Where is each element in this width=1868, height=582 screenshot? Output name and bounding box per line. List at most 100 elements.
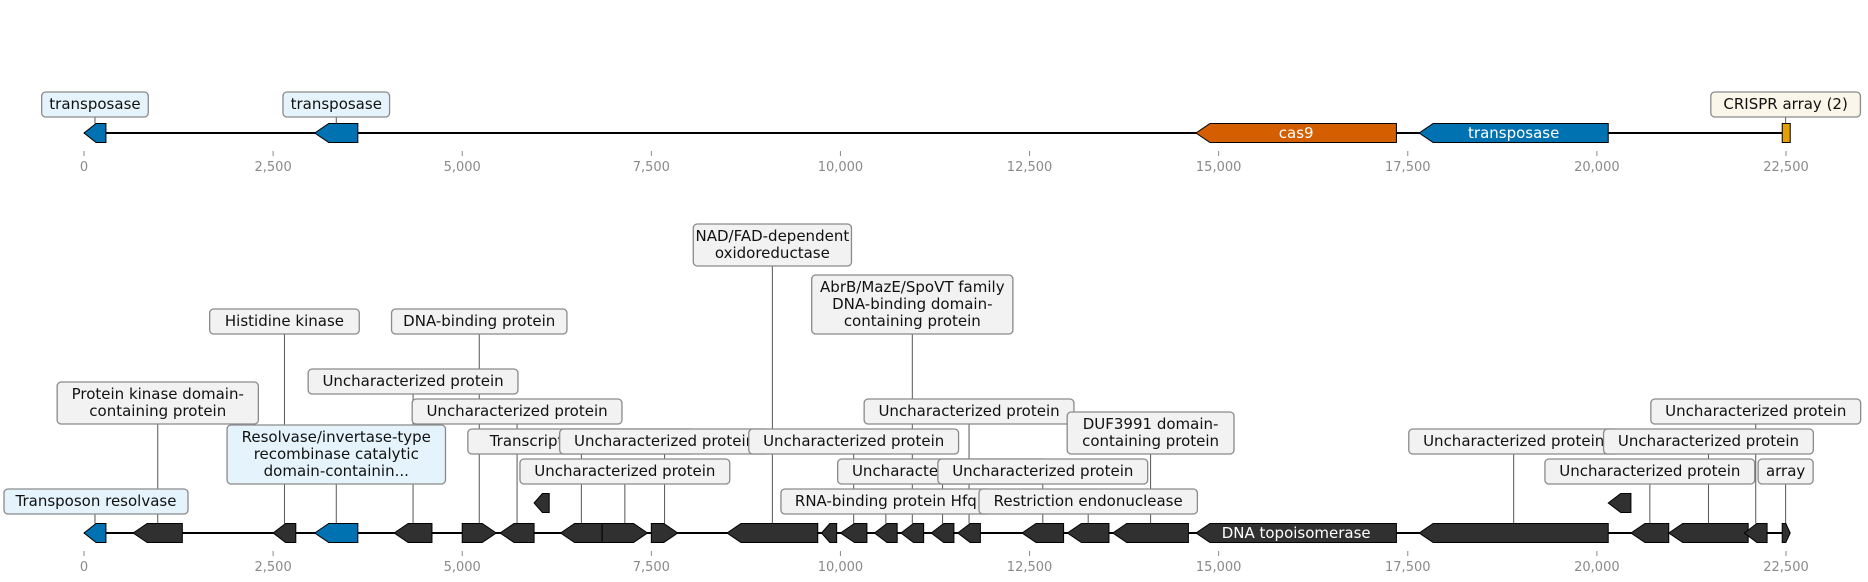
label-line: Uncharacterized protein — [878, 402, 1059, 420]
label-text: Uncharacterized protein — [426, 402, 607, 420]
label-line: AbrB/MazE/SpoVT family — [820, 278, 1005, 296]
label-text: Uncharacterized protein — [1618, 432, 1799, 450]
gene-label-transposase-2: transposase — [282, 91, 391, 118]
label-box — [519, 458, 731, 485]
label-line: Uncharacterized protein — [426, 402, 607, 420]
gene-label-crispr-array: CRISPR array (2) — [1710, 91, 1862, 118]
label-text: Uncharacterized protein — [952, 462, 1133, 480]
label-line: oxidoreductase — [715, 244, 830, 262]
label-text: Restriction endonuclease — [994, 492, 1183, 510]
gene-label-7: Uncharacterized protein — [411, 398, 623, 425]
label-line: Histidine kinase — [225, 312, 344, 330]
label-text: CRISPR array (2) — [1723, 95, 1847, 113]
axis-tick-label: 5,000 — [444, 560, 481, 575]
gene-label-20: Restriction endonuclease — [978, 488, 1199, 515]
gene-transposase-2 — [313, 123, 359, 143]
bottom-track: 0 2,500 5,000 7,500 10,000 12,500 15,000 17,500… — [3, 223, 1862, 575]
label-text: transposase — [291, 95, 382, 113]
gene-label-28: array — [1757, 458, 1814, 485]
top-track: 0 2,500 5,000 7,500 10,000 12,500 15,000 17,500… — [41, 91, 1862, 175]
label-line: Transposon resolvase — [15, 492, 177, 510]
label-box — [226, 424, 447, 485]
axis-tick-label: 0 — [80, 560, 88, 575]
gene-label-18: Uncharacterized protein — [863, 398, 1075, 425]
gene-label-16: AbrB/MazE/SpoVT family DNA-binding domain… — [811, 274, 1014, 335]
gene-10 — [601, 523, 649, 543]
label-line: CRISPR array (2) — [1723, 95, 1847, 113]
gene-label-2: Protein kinase domain-containing protein — [56, 381, 260, 425]
gene-17 — [930, 523, 955, 543]
axis-tick-label: 5,000 — [444, 160, 481, 175]
label-line: DNA-binding protein — [403, 312, 555, 330]
label-line: Uncharacterized protein — [322, 372, 503, 390]
gene-9 — [559, 523, 603, 543]
label-text: Uncharacterized protein — [763, 432, 944, 450]
label-line: recombinase catalytic — [254, 445, 419, 463]
gene-24 — [1607, 493, 1632, 513]
gene-label-14: Uncharacterized protein — [748, 428, 960, 455]
gene-label-cas9: cas9 — [1279, 124, 1314, 142]
gene-label-5: Uncharacterized protein — [307, 368, 519, 395]
axis-tick-label: 7,500 — [633, 160, 670, 175]
gene-18 — [956, 523, 981, 543]
gene-21 — [1111, 523, 1189, 543]
gene-label-26: Uncharacterized protein — [1602, 428, 1815, 455]
gene-1 — [83, 523, 107, 543]
gene-label-23: Uncharacterized protein — [1408, 428, 1620, 455]
label-line: containing protein — [844, 312, 981, 330]
label-line: Protein kinase domain- — [72, 385, 244, 403]
gene-3 — [272, 523, 297, 543]
label-line: containing protein — [1082, 432, 1219, 450]
label-box — [937, 458, 1149, 485]
axis-tick-label: 7,500 — [633, 560, 670, 575]
gene-8 — [533, 493, 550, 513]
label-line: RNA-binding protein Hfq — [795, 492, 977, 510]
label-line: containing protein — [89, 402, 226, 420]
gene-16 — [900, 523, 925, 543]
label-line: Uncharacterized protein — [574, 432, 755, 450]
label-text: Uncharacterized protein — [1423, 432, 1604, 450]
label-text: Uncharacterized protein — [1665, 402, 1846, 420]
label-line: Uncharacterized protein — [952, 462, 1133, 480]
gene-15 — [873, 523, 898, 543]
axis-tick-label: 20,000 — [1574, 160, 1620, 175]
label-line: Uncharacterized protein — [1665, 402, 1846, 420]
label-line: array — [1766, 462, 1805, 480]
gene-5 — [393, 523, 433, 543]
gene-25 — [1630, 523, 1670, 543]
gene-11 — [650, 523, 679, 543]
label-line: Uncharacterized protein — [1618, 432, 1799, 450]
label-text: DNA-binding protein — [403, 312, 555, 330]
axis-tick-label: 10,000 — [818, 160, 864, 175]
label-text: Uncharacterized protein — [574, 432, 755, 450]
label-line: Resolvase/invertase-type — [242, 428, 431, 446]
gene-12 — [726, 523, 819, 543]
gene-4 — [313, 523, 359, 543]
label-box — [978, 488, 1199, 515]
label-box — [41, 91, 149, 118]
gene-label-15: RNA-binding protein Hfq — [780, 488, 992, 515]
label-box — [282, 91, 391, 118]
axis-tick-label: 20,000 — [1574, 560, 1620, 575]
axis-tick-label: 0 — [80, 160, 88, 175]
gene-19 — [1021, 523, 1065, 543]
gene-label-4: Resolvase/invertase-type recombinase cata… — [226, 424, 447, 485]
gene-28 — [1781, 523, 1791, 543]
label-line: DUF3991 domain- — [1083, 415, 1219, 433]
label-line: Restriction endonuclease — [994, 492, 1183, 510]
gene-transposase-1 — [83, 123, 107, 143]
label-box — [692, 223, 853, 267]
gene-cas9 — [1195, 123, 1397, 143]
label-text: Transposon resolvase — [15, 492, 177, 510]
gene-label-inside: DNA topoisomerase — [1222, 524, 1371, 542]
label-line: DNA-binding domain- — [832, 295, 992, 313]
label-text: DUF3991 domain-containing protein — [1082, 415, 1219, 450]
axis-tick-label: 15,000 — [1196, 160, 1242, 175]
label-line: Uncharacterized protein — [1423, 432, 1604, 450]
gene-13 — [820, 523, 838, 543]
label-box — [1710, 91, 1862, 118]
label-text: RNA-binding protein Hfq — [795, 492, 977, 510]
label-box — [209, 308, 360, 335]
axis-tick-label: 22,500 — [1763, 560, 1809, 575]
label-text: Uncharacterized protein — [322, 372, 503, 390]
